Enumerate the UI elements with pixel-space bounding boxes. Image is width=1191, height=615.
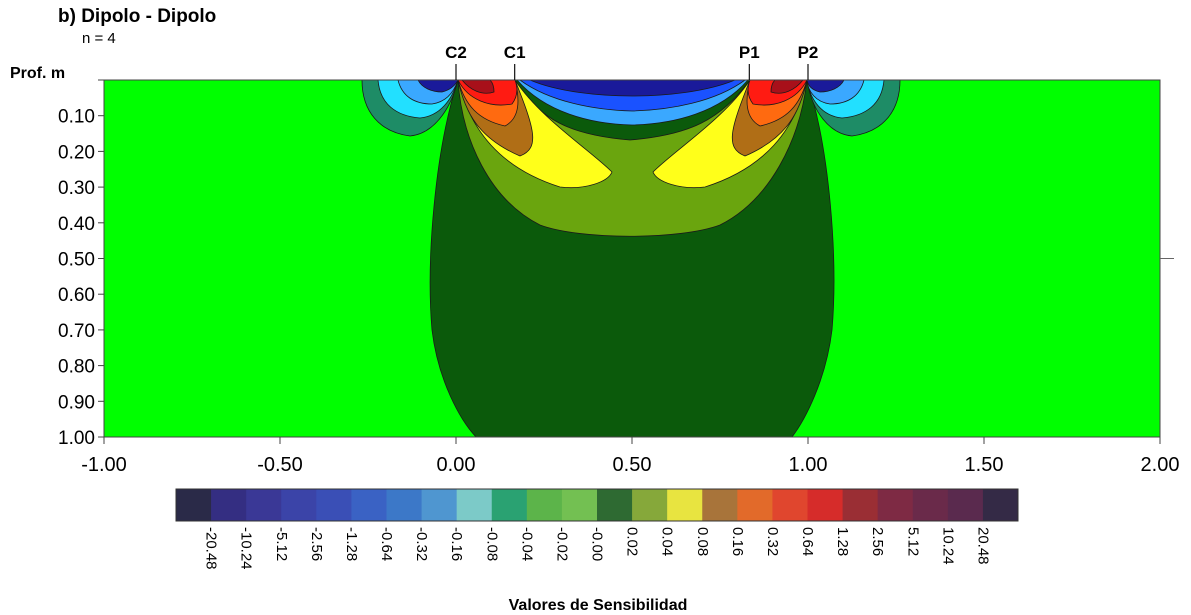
colorbar-swatch bbox=[386, 489, 422, 521]
colorbar-swatch bbox=[456, 489, 493, 521]
colorbar-swatch bbox=[281, 489, 317, 521]
colorbar-tick-label: -0.32 bbox=[413, 527, 430, 561]
colorbar-swatch bbox=[877, 489, 914, 521]
y-tick-label: 0.90 bbox=[58, 392, 95, 413]
y-tick-label: 0.20 bbox=[58, 142, 95, 163]
colorbar: -20.48 -10.24 -5.12 -2.56 -1.28 -0.64 -0.32 -0.… bbox=[175, 488, 1019, 570]
colorbar-swatch bbox=[632, 489, 668, 521]
colorbar-tick-label: -0.16 bbox=[448, 527, 465, 561]
colorbar-swatch bbox=[211, 489, 247, 521]
colorbar-tick-label: -20.48 bbox=[203, 527, 220, 570]
colorbar-swatch bbox=[176, 489, 212, 521]
electrode-label: P2 bbox=[798, 43, 819, 62]
x-tick-label: 2.00 bbox=[1141, 454, 1180, 476]
colorbar-tick-label: 20.48 bbox=[974, 527, 991, 565]
y-tick-label: 0.70 bbox=[58, 321, 95, 342]
x-tick-label: -1.00 bbox=[81, 454, 127, 476]
electrode-label: C2 bbox=[445, 43, 467, 62]
x-tick-label: 0.00 bbox=[437, 454, 476, 476]
colorbar-swatch bbox=[842, 489, 879, 521]
y-tick-label: 0.10 bbox=[58, 107, 95, 128]
colorbar-swatch bbox=[702, 489, 738, 521]
colorbar-tick-label: 0.16 bbox=[729, 527, 746, 556]
colorbar-tick-label: 0.32 bbox=[764, 527, 781, 556]
y-tick-label: 0.30 bbox=[58, 178, 95, 199]
colorbar-swatch bbox=[737, 489, 773, 521]
colorbar-swatch bbox=[526, 489, 563, 521]
y-tick-label: 0.40 bbox=[58, 214, 95, 235]
colorbar-tick-label: -2.56 bbox=[308, 527, 325, 561]
colorbar-tick-label: -5.12 bbox=[273, 527, 290, 561]
y-tick-label: 0.60 bbox=[58, 285, 95, 306]
colorbar-swatch bbox=[667, 489, 703, 521]
zone-darkred-right bbox=[770, 80, 804, 94]
colorbar-swatch bbox=[772, 489, 808, 521]
colorbar-swatch bbox=[421, 489, 458, 521]
y-axis: 0.10 0.20 0.30 0.40 0.50 0.60 0.70 0.80 0.90 1.00 bbox=[58, 79, 1174, 449]
chart-title: b) Dipolo - Dipolo bbox=[58, 6, 216, 27]
chart-subtitle: n = 4 bbox=[82, 30, 116, 47]
electrode-label: P1 bbox=[739, 43, 760, 62]
colorbar-tick-label: 0.02 bbox=[624, 527, 641, 556]
colorbar-tick-label: 5.12 bbox=[904, 527, 921, 556]
colorbar-tick-label: -0.04 bbox=[518, 527, 535, 561]
electrode-label: C1 bbox=[504, 43, 526, 62]
zone-darkblue-right bbox=[806, 80, 845, 93]
colorbar-tick-label: 1.28 bbox=[834, 527, 851, 556]
zone-darkblue-center bbox=[529, 80, 736, 97]
x-tick-label: 1.00 bbox=[789, 454, 828, 476]
x-tick-label: 0.50 bbox=[613, 454, 652, 476]
colorbar-frame bbox=[175, 488, 1019, 522]
colorbar-tick-label: 0.04 bbox=[659, 527, 676, 556]
x-tick-label: 1.50 bbox=[965, 454, 1004, 476]
y-tick-label: 1.00 bbox=[58, 428, 95, 449]
colorbar-tick-label: 0.64 bbox=[799, 527, 816, 556]
zone-darkred-left bbox=[461, 80, 495, 94]
colorbar-swatch bbox=[807, 489, 843, 521]
colorbar-tick-label: -0.00 bbox=[589, 527, 606, 561]
y-axis-label: Prof. m bbox=[10, 65, 65, 82]
colorbar-label: Valores de Sensibilidad bbox=[509, 597, 688, 614]
colorbar-swatch bbox=[316, 489, 352, 521]
contour-map bbox=[104, 80, 1160, 437]
colorbar-tick-label: -0.64 bbox=[378, 527, 395, 561]
colorbar-tick-label: -10.24 bbox=[238, 527, 255, 570]
colorbar-tick-label: 2.56 bbox=[869, 527, 886, 556]
colorbar-tick-label: -0.02 bbox=[553, 527, 570, 561]
x-axis: -1.00 -0.50 0.00 0.50 1.00 1.50 2.00 bbox=[81, 437, 1179, 476]
colorbar-tick-label: 0.08 bbox=[694, 527, 711, 556]
y-tick-label: 0.50 bbox=[58, 250, 95, 271]
colorbar-tick-label: -1.28 bbox=[343, 527, 360, 561]
colorbar-tick-label: 10.24 bbox=[939, 527, 956, 565]
colorbar-swatch bbox=[947, 489, 984, 521]
y-tick-label: 0.80 bbox=[58, 357, 95, 378]
x-tick-label: -0.50 bbox=[257, 454, 303, 476]
colorbar-swatch bbox=[246, 489, 282, 521]
colorbar-swatch bbox=[982, 489, 1019, 521]
zone-darkblue-left bbox=[417, 80, 459, 93]
colorbar-swatch bbox=[597, 489, 633, 521]
electrode-group: C2 C1 P1 P2 bbox=[445, 43, 818, 80]
colorbar-swatch bbox=[351, 489, 387, 521]
colorbar-swatch bbox=[912, 489, 949, 521]
colorbar-swatch bbox=[491, 489, 528, 521]
colorbar-tick-label: -0.08 bbox=[483, 527, 500, 561]
colorbar-swatch bbox=[561, 489, 598, 521]
